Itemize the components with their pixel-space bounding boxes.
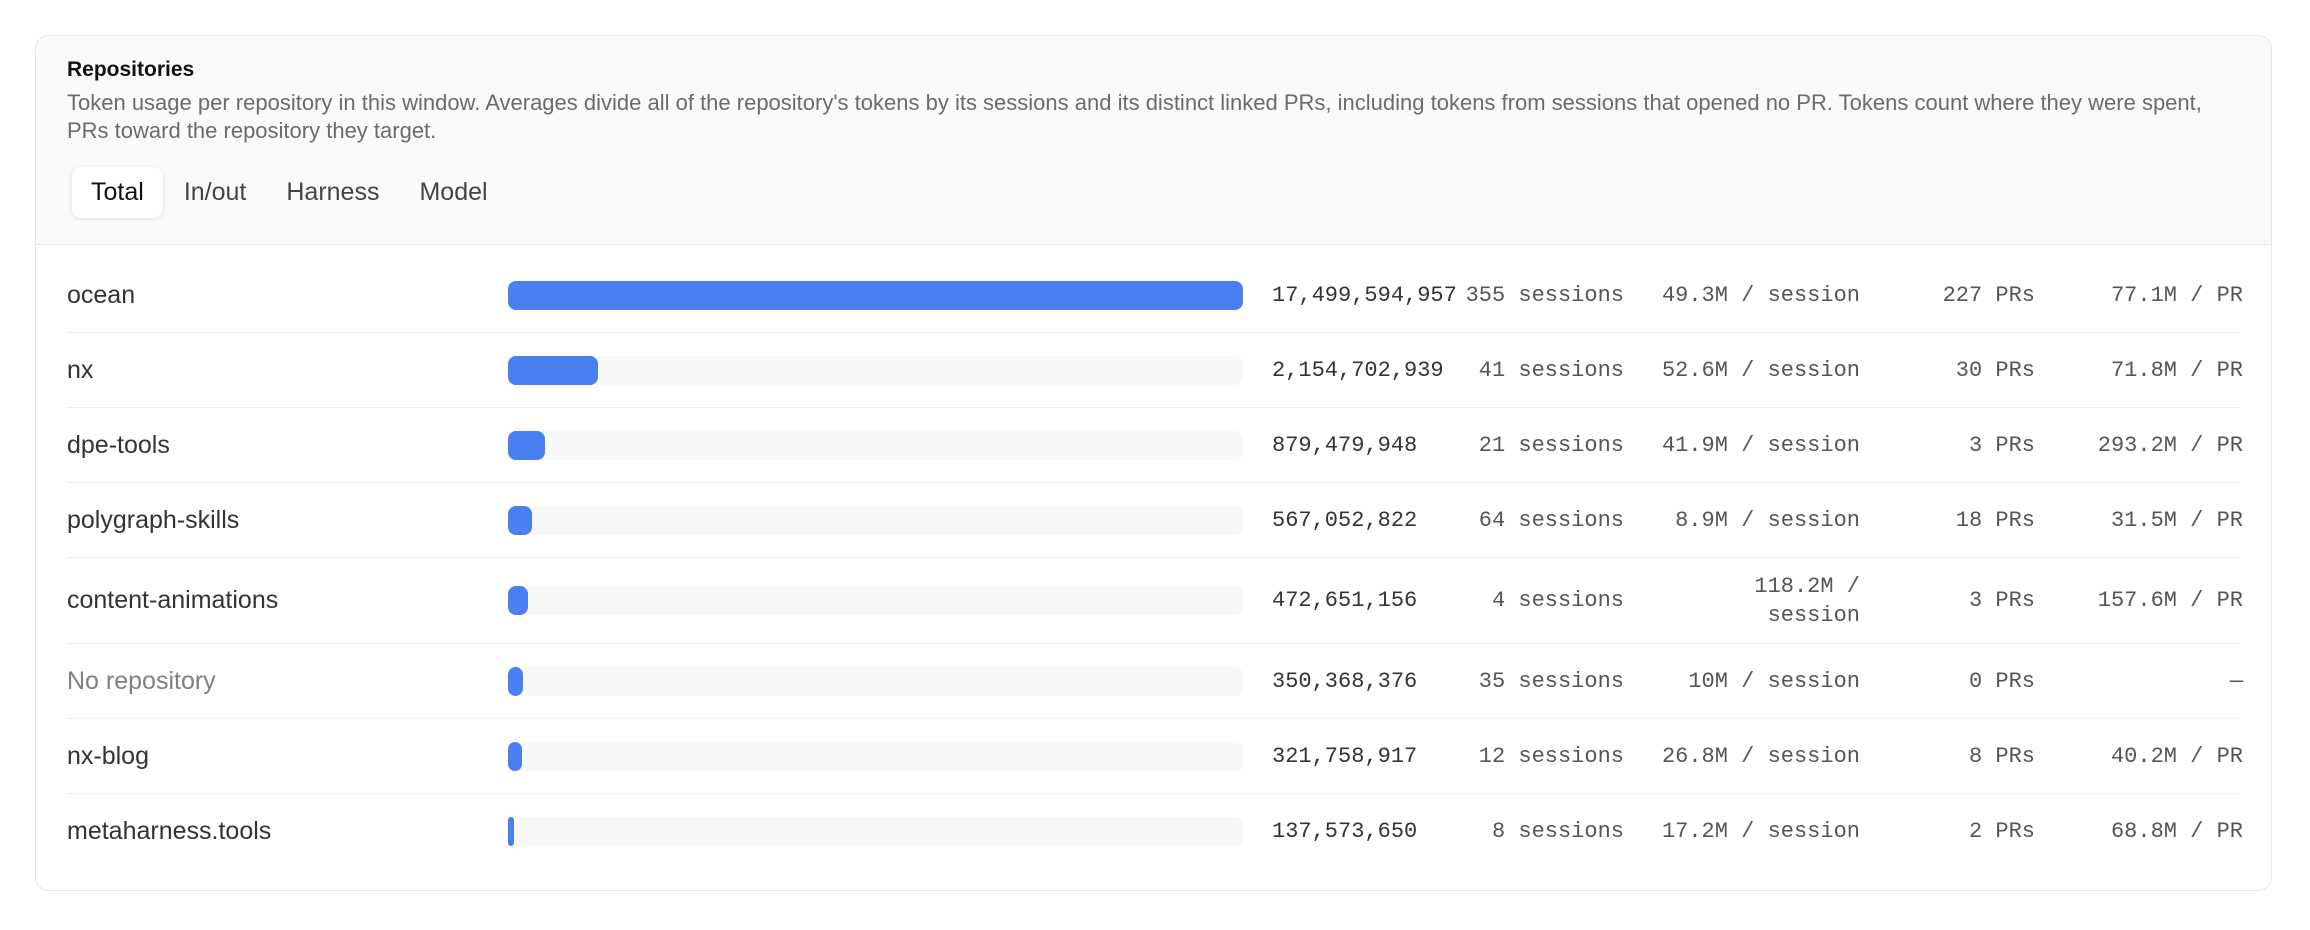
pr-count: 2 PRs — [1968, 819, 2035, 844]
tab[interactable]: Model — [419, 178, 488, 206]
card-title: Repositories — [67, 58, 195, 81]
token-count: 2,154,702,939 — [1272, 357, 1444, 383]
repository-name: content-animations — [67, 586, 279, 614]
tokens-per-session: 118.2M / session — [1754, 573, 1860, 628]
repository-name: No repository — [67, 666, 216, 695]
token-count: 137,573,650 — [1272, 819, 1418, 844]
repository-row: nx-blog 321,758,917 12 sessions 26.8M / ses… — [67, 719, 2243, 794]
repository-row: dpe-tools 879,479,948 21 sessions 41.9M / s… — [67, 408, 2243, 483]
token-bar — [508, 505, 532, 535]
session-count: 12 sessions — [1478, 743, 1624, 769]
session-count: 64 sessions — [1478, 507, 1624, 533]
token-bar — [508, 355, 599, 385]
token-bar — [508, 586, 528, 615]
card-header: Repositories Token usage per repository … — [36, 36, 2271, 245]
token-bar — [508, 666, 523, 696]
token-count: 350,368,376 — [1272, 668, 1418, 694]
repository-name: metaharness.tools — [67, 817, 272, 845]
bar-track — [508, 355, 1243, 385]
repository-table: ocean 17,499,594,957 355 sessions 49.3M / s… — [36, 245, 2271, 869]
pr-count: 30 PRs — [1955, 357, 2035, 383]
tokens-per-session: 41.9M / session — [1661, 432, 1860, 458]
repository-name: dpe-tools — [67, 430, 170, 459]
repository-name: ocean — [67, 280, 136, 309]
repository-row: nx 2,154,702,939 41 sessions 52.6M / sessio… — [67, 333, 2243, 408]
bar-track — [508, 666, 1243, 696]
pr-count: 3 PRs — [1968, 588, 2035, 613]
repository-row: polygraph-skills 567,052,822 64 sessions 8.… — [67, 483, 2243, 558]
repository-row: content-animations 472,651,156 4 sessions 1… — [67, 558, 2243, 644]
repository-row: No repository 350,368,376 35 sessions 10M /… — [67, 644, 2243, 719]
tokens-per-pr: 77.1M / PR — [2110, 282, 2243, 308]
tab[interactable]: In/out — [183, 178, 247, 206]
pr-count: 18 PRs — [1955, 507, 2035, 533]
tokens-per-pr: 293.2M / PR — [2097, 432, 2243, 458]
tokens-per-session: 10M / session — [1688, 668, 1860, 694]
session-count: 21 sessions — [1478, 432, 1624, 458]
pr-count: 0 PRs — [1968, 668, 2035, 694]
repository-row: ocean 17,499,594,957 355 sessions 49.3M / s… — [67, 258, 2243, 333]
tokens-per-pr: 31.5M / PR — [2110, 507, 2243, 533]
tokens-per-pr: 40.2M / PR — [2110, 743, 2243, 769]
bar-track — [508, 741, 1243, 771]
bar-track — [508, 280, 1243, 310]
pr-count: 8 PRs — [1968, 743, 2035, 769]
bar-track — [508, 817, 1243, 846]
token-count: 17,499,594,957 — [1272, 282, 1457, 308]
tab[interactable]: Total — [72, 167, 163, 218]
repository-name: polygraph-skills — [67, 505, 240, 534]
token-count: 879,479,948 — [1272, 432, 1418, 458]
token-bar — [508, 741, 522, 771]
session-count: 4 sessions — [1491, 588, 1624, 613]
repository-name: nx — [67, 355, 94, 384]
tokens-per-session: 26.8M / session — [1661, 743, 1860, 769]
token-count: 472,651,156 — [1272, 588, 1418, 613]
bar-track — [508, 586, 1243, 615]
card-description: Token usage per repository in this windo… — [67, 90, 2202, 143]
session-count: 355 sessions — [1465, 282, 1624, 308]
repositories-card: Repositories Token usage per repository … — [35, 35, 2272, 891]
token-count: 567,052,822 — [1272, 507, 1418, 533]
tokens-per-pr: — — [2229, 668, 2243, 694]
session-count: 35 sessions — [1478, 668, 1624, 694]
bar-track — [508, 430, 1243, 460]
tokens-per-session: 49.3M / session — [1661, 282, 1860, 308]
repository-row: metaharness.tools 137,573,650 8 sessions 17… — [67, 794, 2243, 869]
pr-count: 227 PRs — [1942, 282, 2035, 308]
token-bar — [508, 817, 514, 846]
tokens-per-pr: 157.6M / PR — [2097, 588, 2243, 613]
tokens-per-pr: 71.8M / PR — [2110, 357, 2243, 383]
tab-bar: Total In/out Harness Model — [72, 167, 2240, 218]
session-count: 41 sessions — [1478, 357, 1624, 383]
token-bar — [508, 430, 545, 460]
tokens-per-session: 52.6M / session — [1661, 357, 1860, 383]
tokens-per-session: 8.9M / session — [1675, 507, 1860, 533]
token-count: 321,758,917 — [1272, 743, 1418, 769]
session-count: 8 sessions — [1491, 819, 1624, 844]
tokens-per-session: 17.2M / session — [1661, 819, 1860, 844]
repository-name: nx-blog — [67, 741, 149, 770]
tokens-per-pr: 68.8M / PR — [2110, 819, 2243, 844]
tab[interactable]: Harness — [286, 178, 380, 206]
bar-track — [508, 505, 1243, 535]
pr-count: 3 PRs — [1968, 432, 2035, 458]
token-bar — [508, 280, 1243, 310]
